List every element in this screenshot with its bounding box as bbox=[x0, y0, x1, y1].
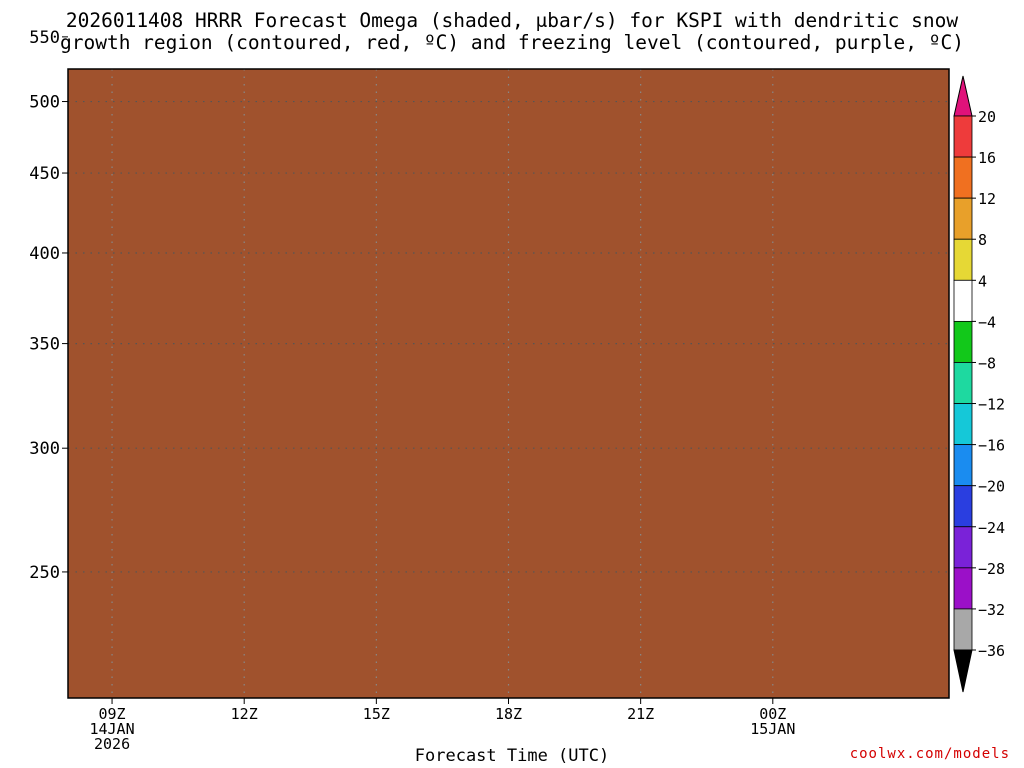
y-tick-label: 300 bbox=[29, 439, 60, 459]
colorbar-label: 4 bbox=[978, 272, 987, 290]
colorbar-label: −4 bbox=[978, 313, 996, 331]
y-tick-label: 350 bbox=[29, 335, 60, 355]
y-tick-label: 500 bbox=[29, 93, 60, 113]
y-tick-label: 450 bbox=[29, 164, 60, 184]
colorbar-label: −20 bbox=[978, 478, 1005, 496]
colorbar-bin bbox=[953, 197, 973, 240]
x-tick-label: 12Z bbox=[231, 705, 258, 723]
colorbar-bin bbox=[953, 526, 973, 569]
colorbar-label: −8 bbox=[978, 354, 996, 372]
x-tick-year-label: 2026 bbox=[94, 735, 130, 753]
colorbar-label: −32 bbox=[978, 601, 1005, 619]
x-tick-label: 18Z bbox=[495, 705, 522, 723]
y-tick-label: 400 bbox=[29, 244, 60, 264]
x-tick-label: 15Z bbox=[363, 705, 390, 723]
colorbar-label: 8 bbox=[978, 231, 987, 249]
chart-title: 2026011408 HRRR Forecast Omega (shaded, … bbox=[0, 10, 1024, 54]
colorbar-bin bbox=[953, 238, 973, 281]
colorbar-bin bbox=[953, 403, 973, 446]
colorbar-bin bbox=[953, 485, 973, 528]
chart-title-line-2: growth region (contoured, red, ºC) and f… bbox=[60, 31, 964, 54]
colorbar-label: −16 bbox=[978, 437, 1005, 455]
colorbar-bin bbox=[953, 320, 973, 363]
colorbar-top-arrow bbox=[953, 75, 973, 117]
colorbar-label: 20 bbox=[978, 108, 996, 126]
colorbar-bin bbox=[953, 279, 973, 322]
colorbar-bin bbox=[953, 444, 973, 487]
colorbar-bin bbox=[953, 156, 973, 199]
x-tick-date-label: 14JAN bbox=[89, 720, 134, 738]
footer-credit: coolwx.com/models bbox=[849, 746, 1010, 762]
y-tick-label: 250 bbox=[29, 563, 60, 583]
chart-title-line-1: 2026011408 HRRR Forecast Omega (shaded, … bbox=[65, 9, 959, 32]
colorbar-label: 12 bbox=[978, 190, 996, 208]
colorbar-legend: 20 16 12 8 4 −4 −8 −12 −16 −20 −24 −28 −32 −36 bbox=[953, 75, 1005, 693]
x-tick-label: 21Z bbox=[627, 705, 654, 723]
x-tick-label: 09Z bbox=[99, 705, 126, 723]
colorbar-bin bbox=[953, 115, 973, 158]
colorbar-label: −24 bbox=[978, 519, 1005, 537]
isotherm-contours: -18-12 bbox=[68, 0, 892, 4]
plot-area bbox=[68, 0, 949, 698]
x-tick-date-label: 15JAN bbox=[750, 720, 795, 738]
isotherm--18 bbox=[68, 0, 892, 4]
colorbar-bin bbox=[953, 362, 973, 404]
colorbar-bin bbox=[953, 608, 973, 651]
colorbar-label: −36 bbox=[978, 642, 1005, 660]
colorbar-bottom-arrow bbox=[953, 649, 973, 693]
omega-region-4to8-0 bbox=[139, 0, 223, 43]
ground-terrain bbox=[68, 69, 949, 698]
colorbar-bin bbox=[953, 567, 973, 610]
colorbar-label: −28 bbox=[978, 560, 1005, 578]
colorbar-label: 16 bbox=[978, 149, 996, 167]
colorbar-label: −12 bbox=[978, 396, 1005, 414]
x-axis-label: Forecast Time (UTC) bbox=[414, 746, 610, 766]
y-axis: 2503003504004505005506006507007508008509… bbox=[29, 28, 68, 583]
y-tick-label: 550 bbox=[29, 28, 60, 48]
x-tick-label: 00Z bbox=[759, 705, 786, 723]
